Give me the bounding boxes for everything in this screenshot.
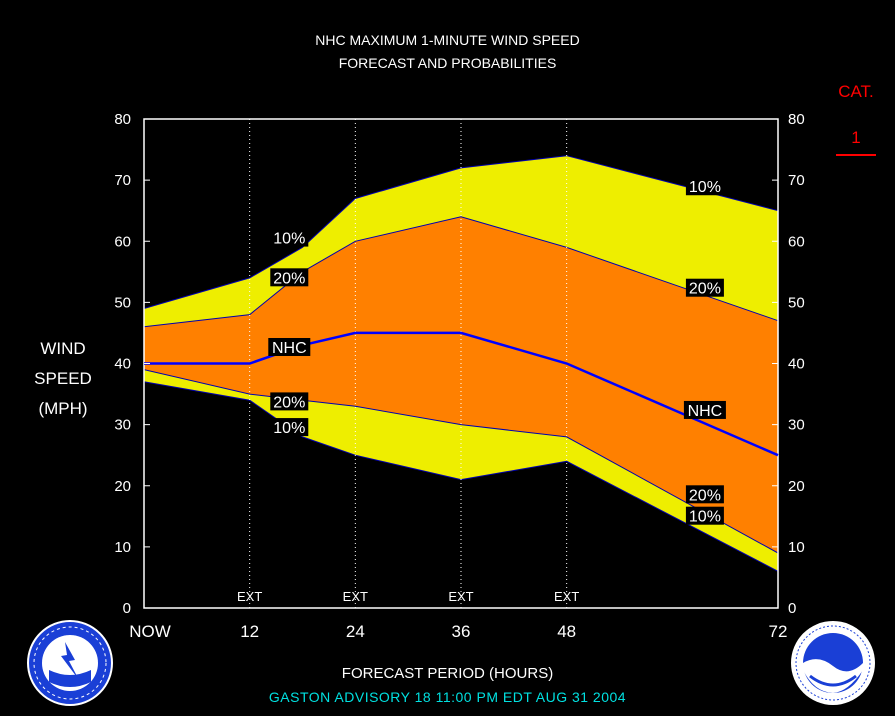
y-tick-label-left: 40 <box>114 356 131 373</box>
annotation-label: 20% <box>273 270 305 287</box>
series-line-lower-20 <box>143 369 779 554</box>
y-tick-label-right: 70 <box>788 172 805 189</box>
y-tick-label-right: 30 <box>788 417 805 434</box>
y-tick-label-left: 80 <box>114 111 131 128</box>
y-tick-label-left: 60 <box>114 233 131 250</box>
y-tick-label-left: 10 <box>114 539 131 556</box>
x-tick-label: 36 <box>452 622 471 641</box>
annotation-box <box>685 506 724 525</box>
nhc-forecast-line <box>144 331 779 457</box>
x-tick-label: 12 <box>240 622 259 641</box>
annotation-label: 20% <box>273 394 305 411</box>
annotation-box <box>683 400 726 419</box>
x-tick-label: 48 <box>557 622 576 641</box>
category-value: 1 <box>851 128 861 147</box>
annotation-label: 20% <box>689 281 721 298</box>
annotation-box <box>270 392 309 411</box>
annotation-box <box>685 177 724 196</box>
annotation-label: 10% <box>689 179 721 196</box>
annotation-box <box>270 418 309 437</box>
y-tick-label-right: 60 <box>788 233 805 250</box>
annotation-label: 10% <box>273 420 305 437</box>
ext-label: EXT <box>237 589 262 604</box>
noaa-logo-icon <box>791 621 875 705</box>
advisory-line: GASTON ADVISORY 18 11:00 PM EDT AUG 31 2… <box>268 689 627 705</box>
y-tick-label-right: 10 <box>788 539 805 556</box>
y-tick-label-left: 0 <box>123 600 131 617</box>
annotation-label: 10% <box>273 231 305 248</box>
x-tick-label: 72 <box>769 622 788 641</box>
y-tick-label-right: 80 <box>788 111 805 128</box>
annotation-label: 10% <box>689 509 721 526</box>
x-axis-title: FORECAST PERIOD (HOURS) <box>341 665 554 682</box>
chart-title-line1: NHC MAXIMUM 1-MINUTE WIND SPEED <box>315 32 580 48</box>
ext-label: EXT <box>448 589 473 604</box>
category-label: CAT. <box>838 82 874 101</box>
x-tick-label: 24 <box>346 622 365 641</box>
nws-logo-icon <box>27 620 113 706</box>
y-tick-label-left: 50 <box>114 294 131 311</box>
y-tick-label-right: 0 <box>788 600 796 617</box>
annotation-box <box>685 485 724 504</box>
chart-title-line2: FORECAST AND PROBABILITIES <box>338 55 557 71</box>
y-tick-label-left: 20 <box>114 478 131 495</box>
annotation-box <box>685 278 724 297</box>
annotation-box <box>270 228 309 247</box>
y-tick-label-right: 50 <box>788 294 805 311</box>
y-axis-label-line1: WIND <box>40 339 86 358</box>
y-tick-label-left: 30 <box>114 417 131 434</box>
annotation-label: 20% <box>689 487 721 504</box>
ext-label: EXT <box>343 589 368 604</box>
annotation-box <box>268 337 311 356</box>
y-tick-label-right: 40 <box>788 356 805 373</box>
annotation-label: NHC <box>272 340 307 357</box>
y-tick-label-left: 70 <box>114 172 131 189</box>
annotation-box <box>270 268 309 287</box>
y-axis-label-line2: SPEED <box>34 369 92 388</box>
category-underline <box>836 154 876 156</box>
y-axis-label-line3: (MPH) <box>38 399 88 418</box>
annotation-label: NHC <box>688 403 723 420</box>
band-20pct <box>144 216 778 554</box>
ext-label: EXT <box>554 589 579 604</box>
y-tick-label-right: 20 <box>788 478 805 495</box>
x-tick-label: NOW <box>129 622 171 641</box>
